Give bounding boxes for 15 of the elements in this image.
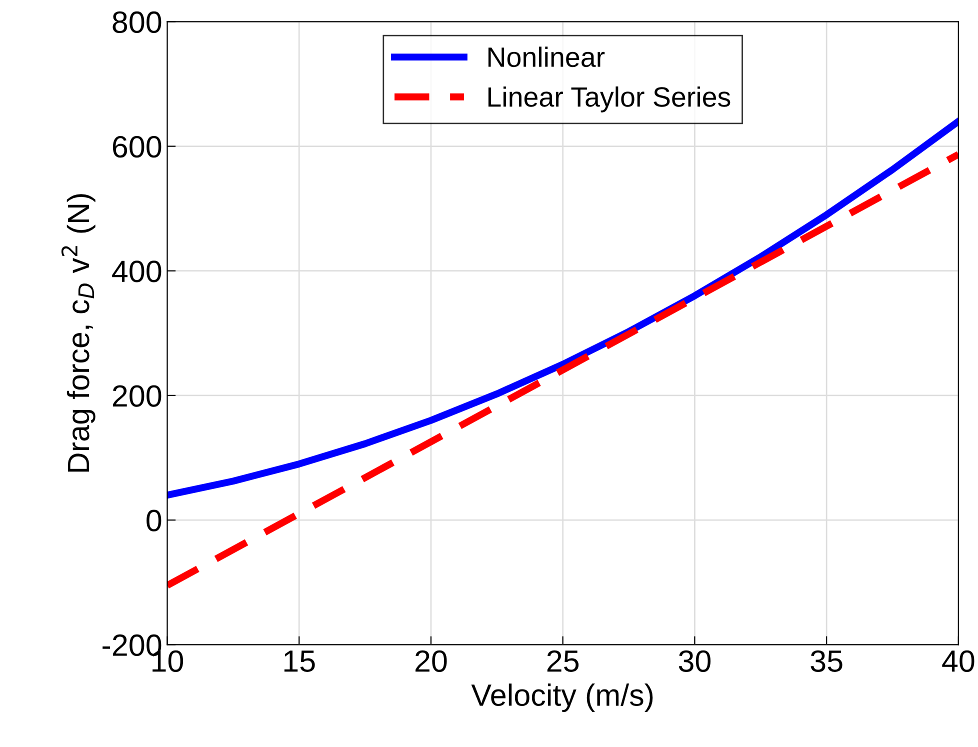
legend-label: Linear Taylor Series — [488, 86, 730, 112]
x-tick-label: 25 — [547, 650, 579, 672]
x-tick-label: 15 — [284, 650, 315, 672]
y-axis-title: Drag force, c$_{D}$ v$^{2}$ (N) — [61, 194, 96, 472]
x-tick-label: 40 — [942, 650, 974, 672]
y-tick-label: 800 — [112, 11, 162, 34]
legend-label: Nonlinear — [488, 46, 605, 68]
x-tick-label: 30 — [678, 650, 711, 672]
y-tick-label: 400 — [112, 260, 162, 282]
x-tick-label: 35 — [810, 650, 842, 672]
x-tick-label: 20 — [416, 650, 447, 672]
x-axis-title: Velocity (m/s) — [471, 684, 653, 712]
y-tick-label: 600 — [112, 136, 162, 158]
y-tick-label: 200 — [112, 385, 162, 407]
y-tick-label: 0 — [146, 510, 162, 532]
